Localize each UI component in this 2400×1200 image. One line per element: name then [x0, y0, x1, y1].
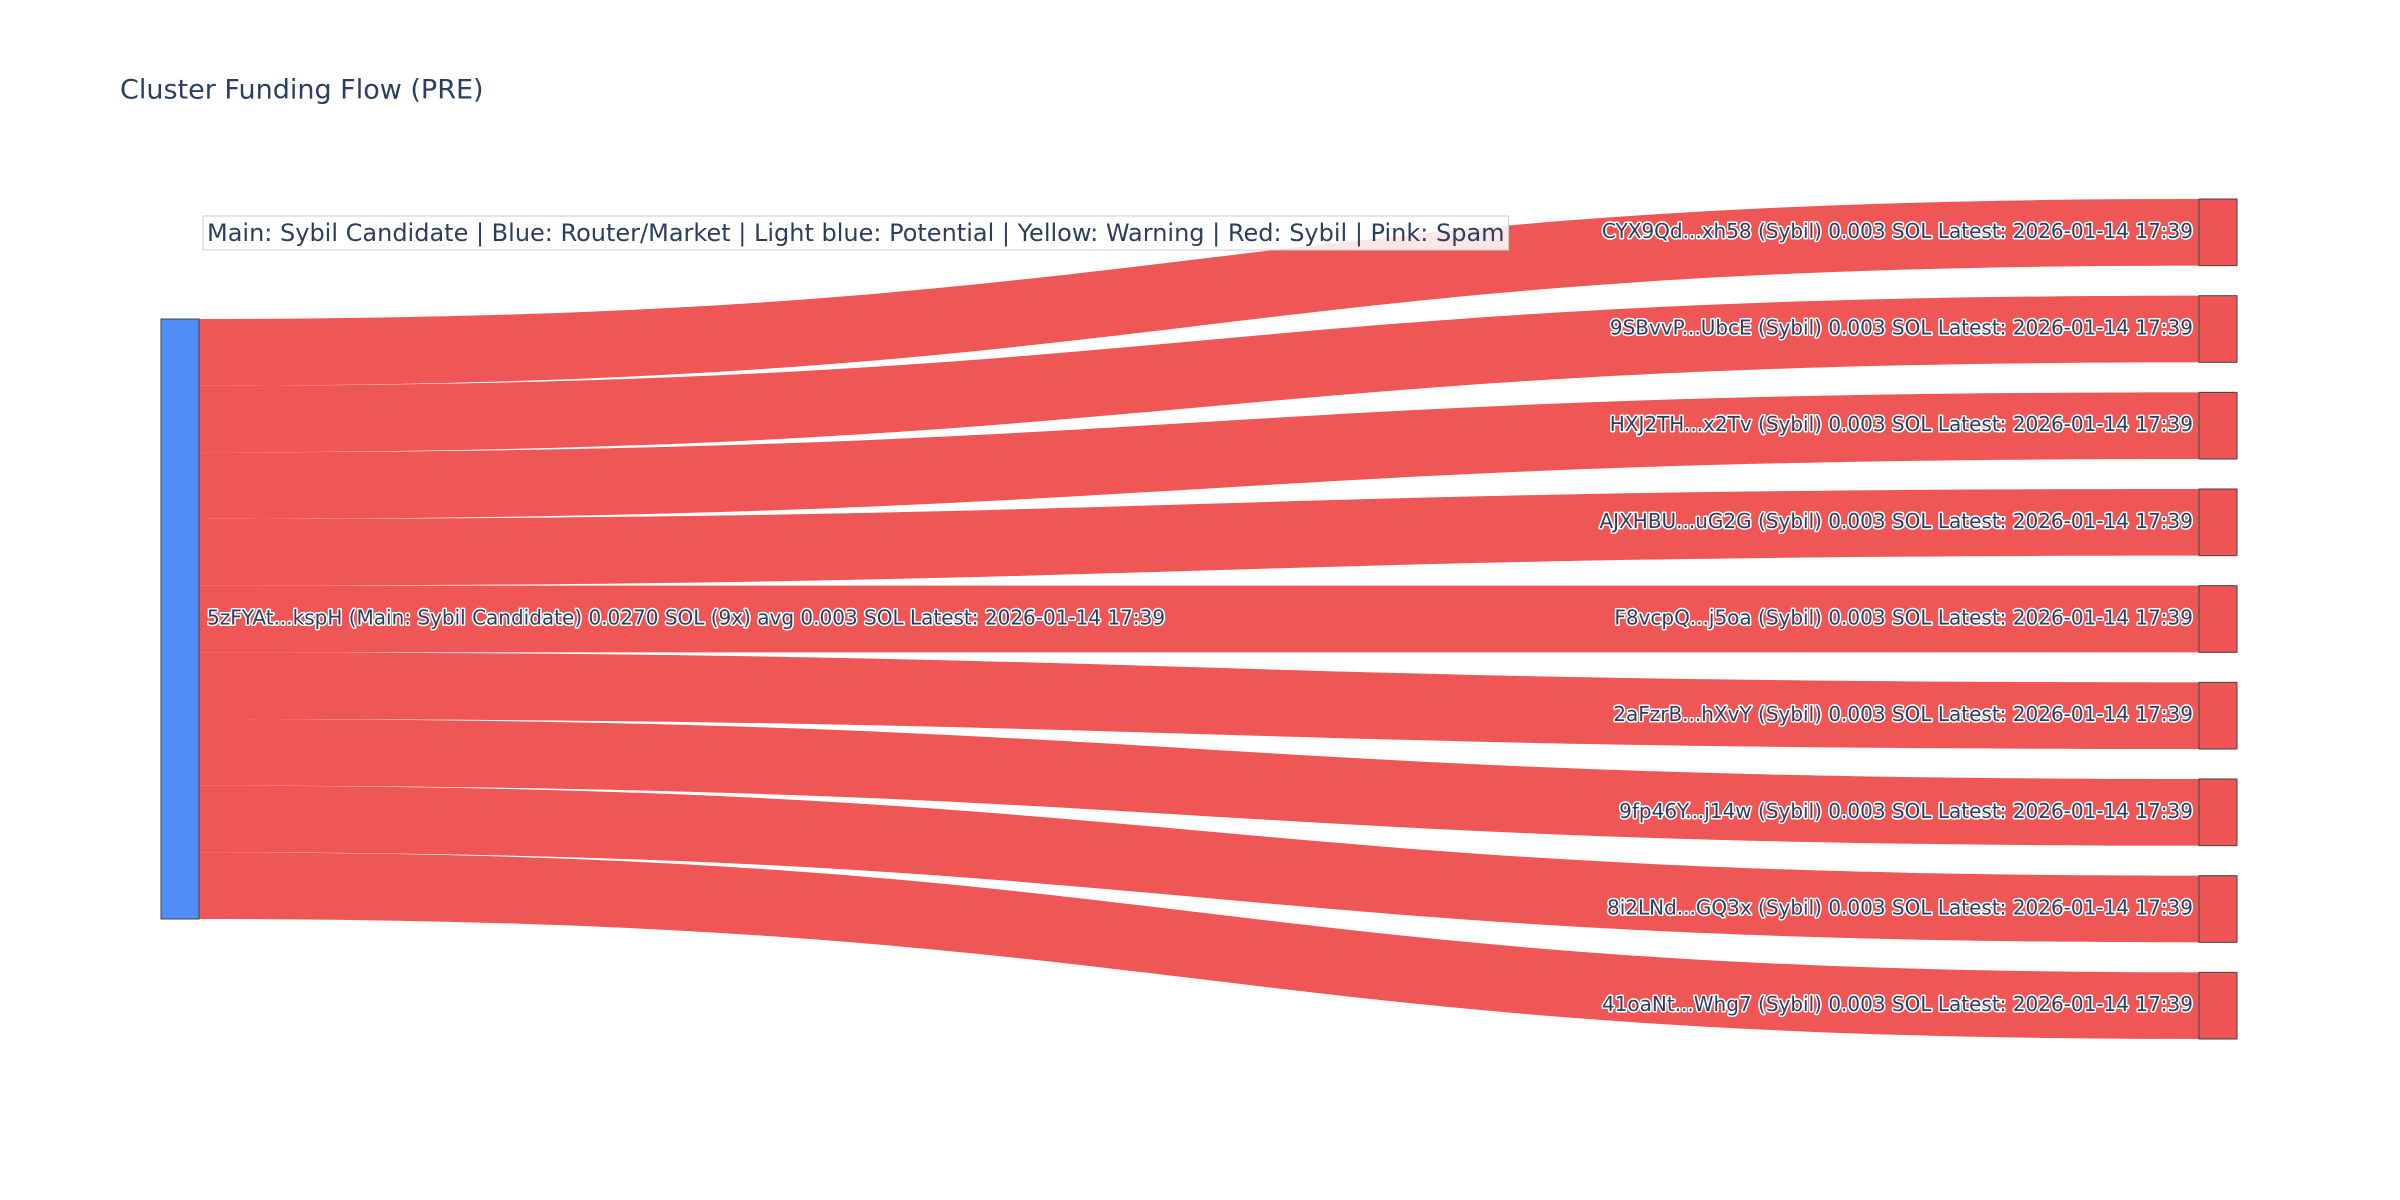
node [2198, 585, 2238, 653]
node-label: 9fp46Y...j14w (Sybil) 0.003 SOL Latest: … [1619, 799, 2193, 823]
node-label: F8vcpQ...j5oa (Sybil) 0.003 SOL Latest: … [1614, 606, 2193, 630]
link [199, 785, 2199, 943]
node-label: AJXHBU...uG2G (Sybil) 0.003 SOL Latest: … [1600, 509, 2194, 533]
link [199, 392, 2199, 519]
node-label: 8i2LNd...GQ3x (Sybil) 0.003 SOL Latest: … [1607, 896, 2193, 920]
node [2198, 488, 2238, 557]
node-label: 9SBvvP...UbcE (Sybil) 0.003 SOL Latest: … [1610, 316, 2193, 340]
node [2198, 778, 2238, 847]
annotation: Main: Sybil Candidate | Blue: Router/Mar… [207, 219, 1505, 247]
link [199, 489, 2199, 586]
node-label: CYX9Qd...xh58 (Sybil) 0.003 SOL Latest: … [1602, 219, 2193, 243]
node [2198, 391, 2238, 460]
chart-title: Cluster Funding Flow (PRE) [120, 75, 484, 106]
node [160, 318, 200, 920]
node-label: HXJ2TH...x2Tv (Sybil) 0.003 SOL Latest: … [1610, 412, 2193, 436]
link [199, 199, 2199, 386]
annotation-box [202, 215, 1510, 251]
node-label: 2aFzrB...hXvY (Sybil) 0.003 SOL Latest: … [1613, 702, 2193, 726]
node [2198, 295, 2238, 363]
node [2198, 875, 2238, 943]
node [2198, 681, 2238, 750]
link [199, 585, 2199, 653]
link [199, 852, 2199, 1039]
node-label: 41oaNt...Whg7 (Sybil) 0.003 SOL Latest: … [1602, 992, 2193, 1016]
node [2198, 198, 2238, 267]
node [2198, 971, 2238, 1040]
link [199, 652, 2199, 749]
link [199, 719, 2199, 846]
link [199, 295, 2199, 453]
node-label: 5zFYAt...kspH (Main: Sybil Candidate) 0.… [207, 606, 1165, 630]
